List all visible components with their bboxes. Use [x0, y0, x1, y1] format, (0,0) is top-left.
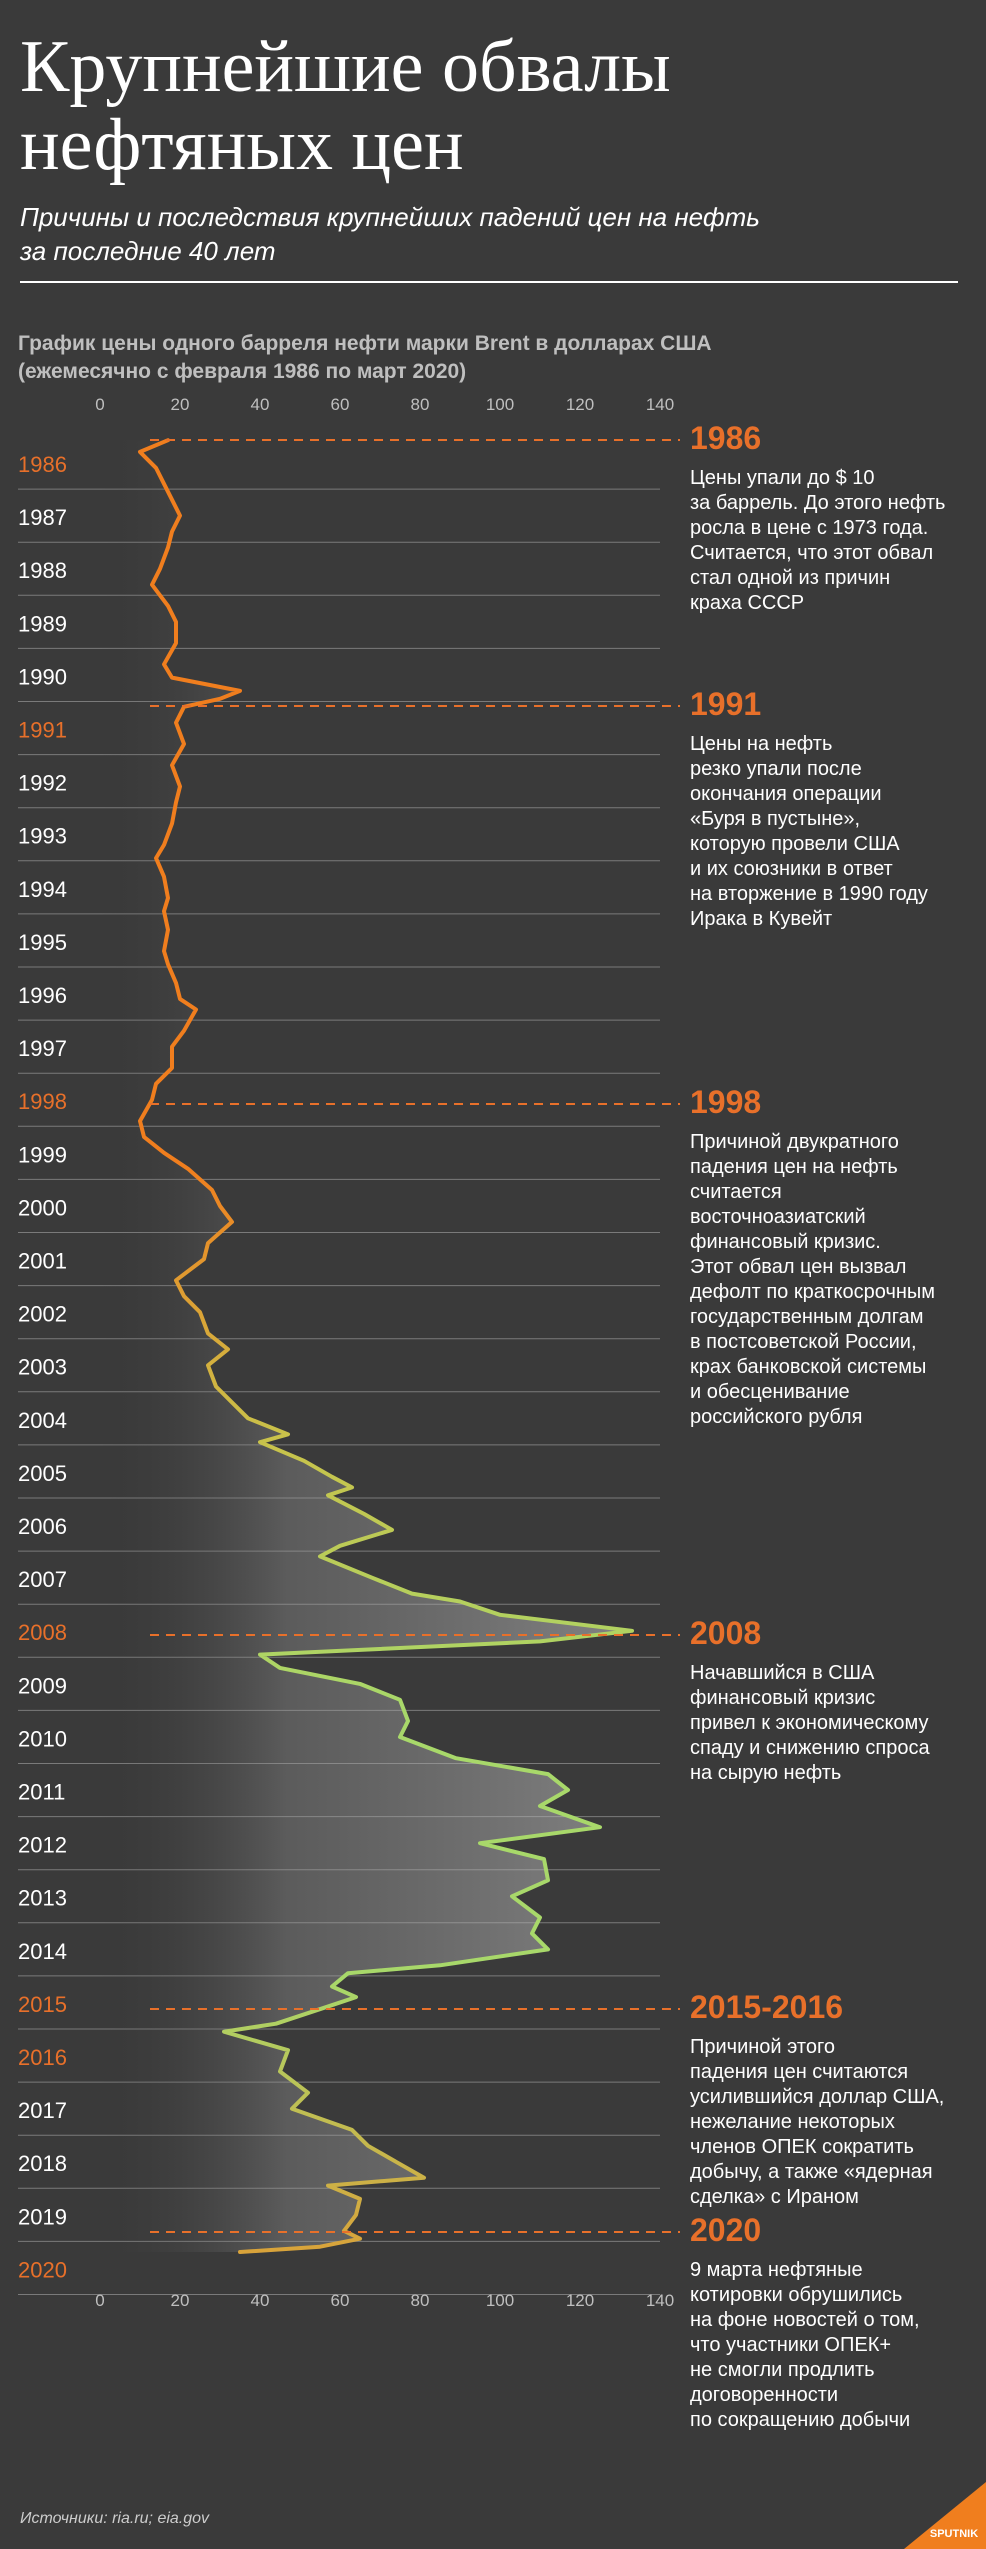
x-axis-ticks: 0 20 40 60 80 100 120 140 0 20 40 60 80 100 120 140 [95, 395, 674, 2310]
year-label: 2013 [18, 1886, 67, 1911]
annotation-text: Причиной двукратного падения цен на нефт… [690, 1131, 936, 1428]
x-tick-top: 140 [646, 395, 674, 414]
year-label: 1999 [18, 1142, 67, 1167]
title-divider [20, 281, 958, 283]
price-line [138, 438, 634, 2254]
price-area-fill [100, 440, 632, 2253]
year-label: 2009 [18, 1673, 67, 1698]
page-subtitle: Причины и последствия крупнейших падений… [20, 202, 760, 266]
price-chart: 0 20 40 60 80 100 120 140 0 20 40 60 80 100 120 140 198… [18, 395, 680, 2310]
x-tick-top: 20 [171, 395, 190, 414]
year-label: 1989 [18, 611, 67, 636]
annotation-title: 2015-2016 [690, 1989, 844, 2025]
year-label: 2011 [18, 1780, 65, 1805]
year-label: 1986 [18, 452, 67, 477]
x-tick-top: 100 [486, 395, 514, 414]
year-label: 2003 [18, 1355, 67, 1380]
year-label: 2007 [18, 1567, 67, 1592]
year-label: 1993 [18, 824, 67, 849]
year-label: 1997 [18, 1036, 67, 1061]
year-label: 2016 [18, 2045, 67, 2070]
sputnik-logo: SPUTNIK [904, 2482, 986, 2549]
logo-text: SPUTNIK [930, 2528, 978, 2540]
page-title: Крупнейшие обвалы нефтяных цен [20, 26, 671, 186]
year-label: 2017 [18, 2098, 67, 2123]
year-label: 1991 [18, 718, 67, 743]
year-label: 2005 [18, 1461, 67, 1486]
year-label: 2018 [18, 2151, 67, 2176]
x-tick-bottom: 60 [331, 2291, 350, 2310]
annotation-title: 1986 [690, 420, 762, 456]
annotation-text: Цены на нефть резко упали после окончани… [690, 733, 928, 930]
x-tick-bottom: 20 [171, 2291, 190, 2310]
annotation-text: Цены упали до $ 10 за баррель. До этого … [690, 467, 946, 614]
year-label: 2014 [18, 1939, 67, 1964]
x-tick-bottom: 120 [566, 2291, 594, 2310]
year-label: 1998 [18, 1089, 67, 1114]
annotation-title: 1991 [690, 686, 762, 722]
price-area [100, 440, 632, 2253]
year-label: 2002 [18, 1302, 67, 1327]
year-label: 2004 [18, 1408, 67, 1433]
x-tick-bottom: 0 [95, 2291, 104, 2310]
annotation-leaders [150, 439, 680, 2233]
x-tick-bottom: 80 [411, 2291, 430, 2310]
year-label: 2008 [18, 1620, 67, 1645]
year-label: 2006 [18, 1514, 67, 1539]
year-label: 2020 [18, 2257, 67, 2282]
x-tick-top: 0 [95, 395, 104, 414]
year-label: 2015 [18, 1992, 67, 2017]
year-label: 1994 [18, 877, 67, 902]
x-tick-top: 40 [251, 395, 270, 414]
year-label: 2010 [18, 1726, 67, 1751]
year-label: 1996 [18, 983, 67, 1008]
year-labels: 1986 1987 1988 1989 1990 1991 1992 1993 1994 1995… [18, 452, 67, 2282]
x-tick-bottom: 140 [646, 2291, 674, 2310]
annotation-title: 2020 [690, 2212, 762, 2248]
annotation-title: 1998 [690, 1084, 762, 1120]
annotation-text: 9 марта нефтяные котировки обрушились на… [690, 2259, 920, 2431]
price-line-group [138, 438, 634, 2254]
year-label: 1990 [18, 664, 67, 689]
chart-title: График цены одного барреля нефти марки B… [18, 332, 712, 383]
x-tick-bottom: 100 [486, 2291, 514, 2310]
year-label: 1987 [18, 505, 67, 530]
x-tick-top: 120 [566, 395, 594, 414]
year-label: 2019 [18, 2204, 67, 2229]
year-label: 2012 [18, 1833, 67, 1858]
year-label: 1988 [18, 558, 67, 583]
sources-note: Источники: ria.ru; eia.gov [20, 2510, 210, 2527]
x-tick-top: 60 [331, 395, 350, 414]
year-label: 2001 [18, 1249, 67, 1274]
annotation-text: Начавшийся в США финансовый кризис приве… [690, 1662, 930, 1784]
annotation-text: Причиной этого падения цен считаются уси… [690, 2036, 945, 2208]
annotation-title: 2008 [690, 1615, 762, 1651]
x-tick-top: 80 [411, 395, 430, 414]
x-tick-bottom: 40 [251, 2291, 270, 2310]
year-label: 1992 [18, 771, 67, 796]
year-label: 1995 [18, 930, 67, 955]
year-label: 2000 [18, 1195, 67, 1220]
